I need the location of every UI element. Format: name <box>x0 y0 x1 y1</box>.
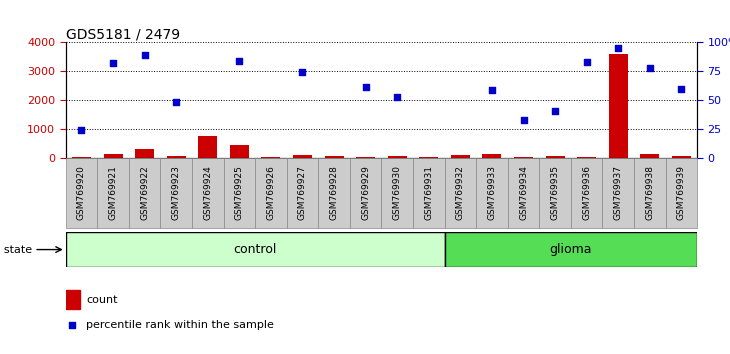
Bar <box>640 154 659 158</box>
Text: GSM769921: GSM769921 <box>109 165 118 221</box>
Text: GSM769927: GSM769927 <box>298 165 307 221</box>
Text: GSM769933: GSM769933 <box>488 165 496 221</box>
Bar <box>161 158 192 228</box>
Point <box>296 69 308 75</box>
Bar <box>350 158 381 228</box>
Bar <box>199 136 218 158</box>
Bar <box>293 155 312 158</box>
Text: GSM769936: GSM769936 <box>582 165 591 221</box>
Bar <box>356 157 375 158</box>
Text: GSM769926: GSM769926 <box>266 165 275 221</box>
Text: GSM769937: GSM769937 <box>614 165 623 221</box>
Bar <box>602 158 634 228</box>
Bar <box>445 232 697 267</box>
Bar <box>508 158 539 228</box>
Bar <box>66 232 445 267</box>
Text: GSM769924: GSM769924 <box>203 166 212 220</box>
Bar <box>483 154 502 158</box>
Bar <box>545 155 564 158</box>
Bar <box>192 158 223 228</box>
Text: count: count <box>86 295 118 305</box>
Bar <box>381 158 413 228</box>
Bar <box>318 158 350 228</box>
Point <box>518 117 529 122</box>
Bar <box>514 157 533 158</box>
Text: glioma: glioma <box>550 243 592 256</box>
Text: percentile rank within the sample: percentile rank within the sample <box>86 320 274 330</box>
Text: GSM769939: GSM769939 <box>677 165 686 221</box>
Bar <box>287 158 318 228</box>
Point <box>360 85 372 90</box>
Bar <box>451 155 470 158</box>
Point <box>391 94 403 100</box>
Bar <box>666 158 697 228</box>
Bar <box>476 158 508 228</box>
Text: GSM769932: GSM769932 <box>456 165 465 221</box>
Text: GSM769938: GSM769938 <box>645 165 654 221</box>
Text: GSM769929: GSM769929 <box>361 165 370 221</box>
Point <box>66 322 78 328</box>
Bar <box>128 158 161 228</box>
Bar <box>66 158 97 228</box>
Bar <box>166 156 185 158</box>
Point <box>581 59 593 64</box>
Bar <box>66 290 80 309</box>
Bar <box>672 156 691 158</box>
Text: GSM769920: GSM769920 <box>77 165 86 221</box>
Bar <box>104 154 123 158</box>
Bar <box>539 158 571 228</box>
Point <box>612 45 624 51</box>
Bar <box>634 158 666 228</box>
Bar <box>72 157 91 158</box>
Bar <box>445 158 476 228</box>
Point <box>234 58 245 64</box>
Text: GSM769928: GSM769928 <box>329 165 339 221</box>
Point <box>675 86 687 91</box>
Bar <box>255 158 287 228</box>
Text: GSM769930: GSM769930 <box>393 165 402 221</box>
Bar <box>223 158 256 228</box>
Point <box>107 61 119 66</box>
Point <box>549 108 561 114</box>
Bar <box>388 156 407 158</box>
Point <box>76 127 88 133</box>
Bar <box>261 157 280 158</box>
Bar <box>97 158 128 228</box>
Bar <box>325 156 344 158</box>
Bar <box>419 157 438 158</box>
Bar <box>230 145 249 158</box>
Text: disease state: disease state <box>0 245 33 255</box>
Text: GSM769934: GSM769934 <box>519 165 528 221</box>
Text: GSM769922: GSM769922 <box>140 166 149 220</box>
Point <box>486 87 498 92</box>
Text: GSM769935: GSM769935 <box>550 165 560 221</box>
Point <box>170 99 182 105</box>
Text: control: control <box>234 243 277 256</box>
Point <box>644 65 656 71</box>
Bar <box>577 157 596 158</box>
Bar <box>609 54 628 158</box>
Bar <box>413 158 445 228</box>
Text: GSM769931: GSM769931 <box>424 165 434 221</box>
Text: GSM769923: GSM769923 <box>172 165 181 221</box>
Text: GSM769925: GSM769925 <box>235 165 244 221</box>
Text: GDS5181 / 2479: GDS5181 / 2479 <box>66 27 180 41</box>
Bar <box>571 158 602 228</box>
Bar <box>135 149 154 158</box>
Point <box>139 53 150 58</box>
